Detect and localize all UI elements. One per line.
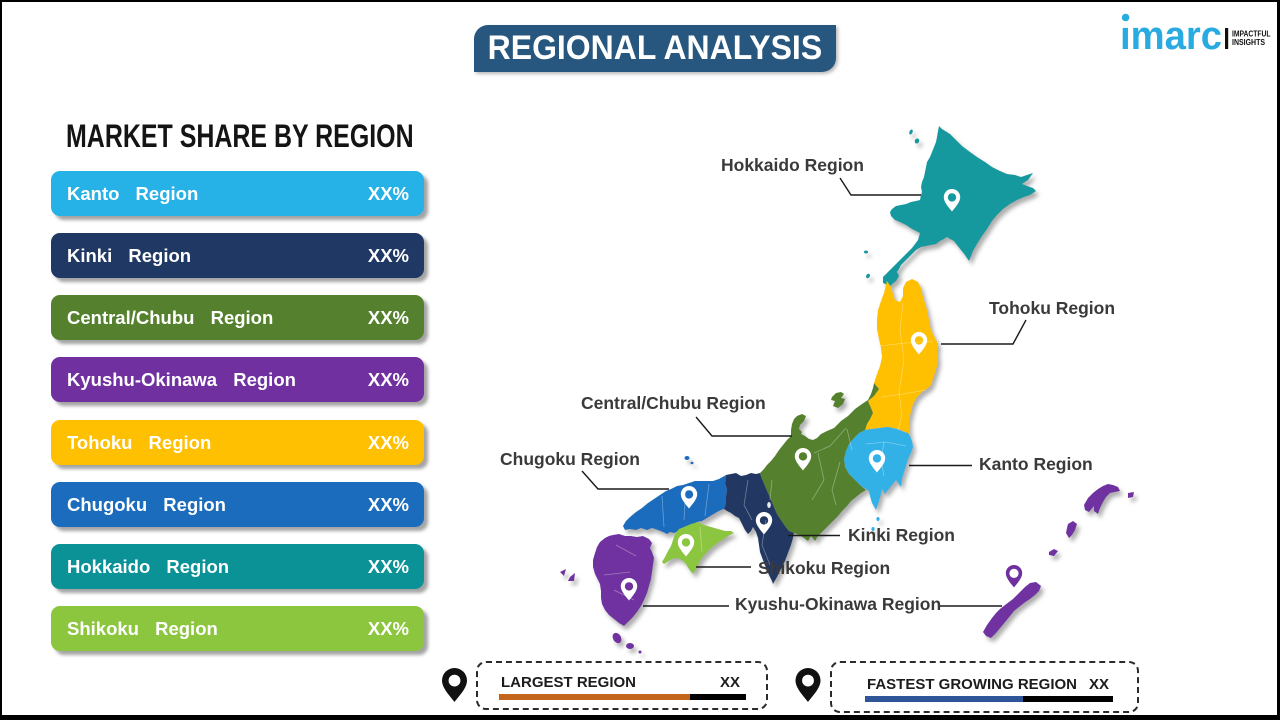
svg-text:Kanto Region: Kanto Region bbox=[979, 454, 1093, 474]
svg-text:ımarc: ımarc bbox=[1120, 14, 1222, 58]
svg-text:IMPACTFUL: IMPACTFUL bbox=[1232, 29, 1271, 38]
svg-text:Tohoku Region: Tohoku Region bbox=[989, 298, 1115, 318]
svg-text:Central/Chubu Region: Central/Chubu Region bbox=[581, 393, 766, 413]
svg-text:INSIGHTS: INSIGHTS bbox=[1232, 38, 1265, 47]
svg-text:Kinki Region: Kinki Region bbox=[848, 525, 955, 545]
svg-text:Shikoku Region: Shikoku Region bbox=[758, 558, 890, 578]
svg-text:Kyushu-Okinawa Region: Kyushu-Okinawa Region bbox=[735, 594, 941, 614]
svg-text:Chugoku Region: Chugoku Region bbox=[500, 449, 640, 469]
svg-text:Hokkaido Region: Hokkaido Region bbox=[721, 155, 864, 175]
